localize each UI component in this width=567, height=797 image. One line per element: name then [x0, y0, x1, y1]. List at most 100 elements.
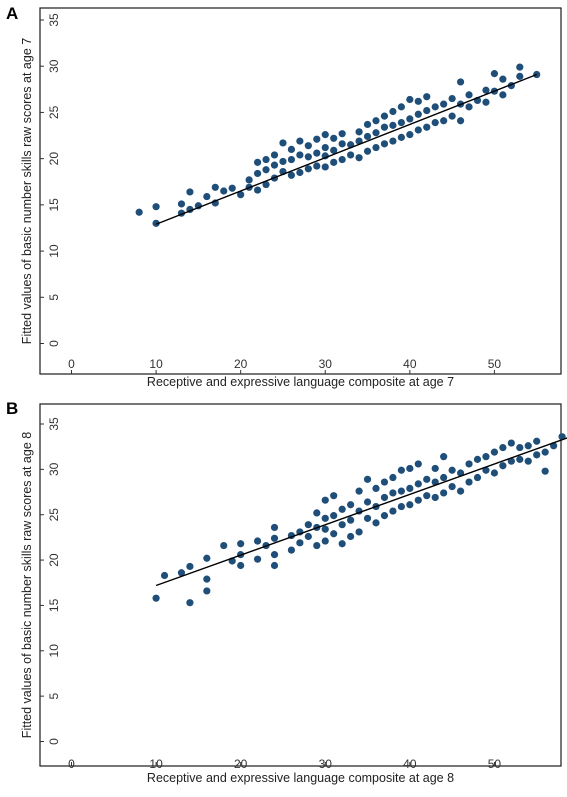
data-point — [363, 498, 372, 506]
data-point — [431, 493, 439, 502]
data-point — [338, 505, 346, 513]
x-tick-label: 10 — [149, 357, 163, 371]
data-point — [211, 183, 219, 191]
data-point — [473, 455, 482, 463]
data-point — [380, 478, 389, 486]
data-point — [355, 128, 363, 136]
data-point — [313, 135, 321, 143]
data-point — [253, 169, 262, 178]
data-point — [253, 537, 262, 545]
data-point — [152, 219, 160, 227]
data-point — [389, 137, 397, 145]
data-point — [423, 106, 431, 115]
data-point — [473, 473, 482, 482]
data-point — [338, 155, 346, 164]
data-point — [355, 137, 363, 145]
data-point — [363, 120, 372, 129]
data-point — [389, 107, 397, 116]
data-point — [237, 561, 245, 570]
data-point — [440, 453, 448, 461]
data-point — [397, 133, 405, 141]
data-point — [203, 587, 211, 595]
data-point — [389, 473, 397, 482]
data-point — [372, 484, 380, 493]
data-point — [406, 131, 414, 139]
data-point — [524, 457, 532, 465]
x-tick-label: 40 — [403, 757, 417, 771]
data-point — [406, 484, 414, 493]
y-tick-label: 0 — [47, 340, 61, 347]
data-point — [372, 143, 380, 152]
data-point — [237, 540, 245, 548]
x-tick-label: 20 — [234, 757, 248, 771]
data-point — [220, 541, 228, 550]
data-point — [330, 512, 338, 520]
data-point — [533, 437, 541, 445]
data-point — [304, 521, 312, 529]
data-point — [203, 554, 211, 562]
data-point — [253, 555, 262, 563]
chart-panel-a: A010203040506005101520253035Receptive an… — [6, 4, 562, 389]
data-point — [363, 132, 372, 141]
data-point — [406, 115, 414, 123]
panel-letter: B — [6, 399, 18, 418]
data-point — [270, 523, 279, 532]
data-point — [406, 501, 414, 509]
data-point — [177, 569, 186, 577]
data-point — [313, 149, 321, 157]
data-point — [228, 184, 236, 192]
data-point — [304, 165, 312, 173]
data-point — [304, 142, 312, 150]
data-point — [270, 551, 279, 559]
data-point — [355, 154, 363, 162]
data-point — [152, 203, 160, 211]
data-point — [490, 469, 499, 477]
y-tick-label: 35 — [47, 417, 61, 431]
data-point — [262, 180, 270, 189]
data-point — [279, 139, 287, 147]
data-point — [448, 94, 456, 103]
data-point — [533, 451, 541, 459]
data-point — [440, 100, 448, 108]
data-point — [541, 467, 549, 475]
fitted-line — [155, 437, 567, 587]
data-point — [355, 528, 363, 536]
data-point — [296, 151, 304, 159]
data-point — [262, 166, 270, 174]
data-point — [440, 473, 448, 482]
x-tick-label: 0 — [68, 757, 75, 771]
data-point — [490, 448, 499, 456]
x-tick-label: 0 — [68, 357, 75, 371]
data-point — [152, 594, 160, 602]
data-point — [380, 493, 389, 502]
data-point — [287, 155, 296, 164]
data-point — [186, 599, 194, 607]
data-point — [448, 466, 456, 474]
data-point — [372, 519, 380, 527]
y-tick-label: 5 — [47, 692, 61, 699]
data-point — [465, 91, 473, 99]
fitted-line — [155, 73, 537, 225]
plot-frame — [39, 403, 562, 767]
data-point — [330, 134, 338, 142]
data-point — [338, 521, 346, 529]
data-point — [380, 512, 389, 520]
data-point — [507, 457, 515, 465]
data-point — [160, 571, 169, 580]
y-tick-label: 5 — [47, 294, 61, 301]
data-point — [186, 562, 194, 571]
x-axis-title: Receptive and expressive language compos… — [147, 375, 454, 389]
data-point — [203, 192, 211, 201]
data-point — [287, 145, 296, 153]
data-point — [389, 121, 397, 129]
y-tick-label: 20 — [47, 152, 61, 166]
data-point — [499, 443, 507, 452]
data-point — [533, 70, 541, 79]
data-point — [490, 70, 499, 78]
x-tick-label: 50 — [488, 757, 502, 771]
data-point — [363, 147, 372, 155]
data-point — [347, 532, 355, 541]
data-point — [440, 489, 448, 497]
data-point — [456, 78, 465, 86]
y-tick-label: 15 — [47, 198, 61, 212]
